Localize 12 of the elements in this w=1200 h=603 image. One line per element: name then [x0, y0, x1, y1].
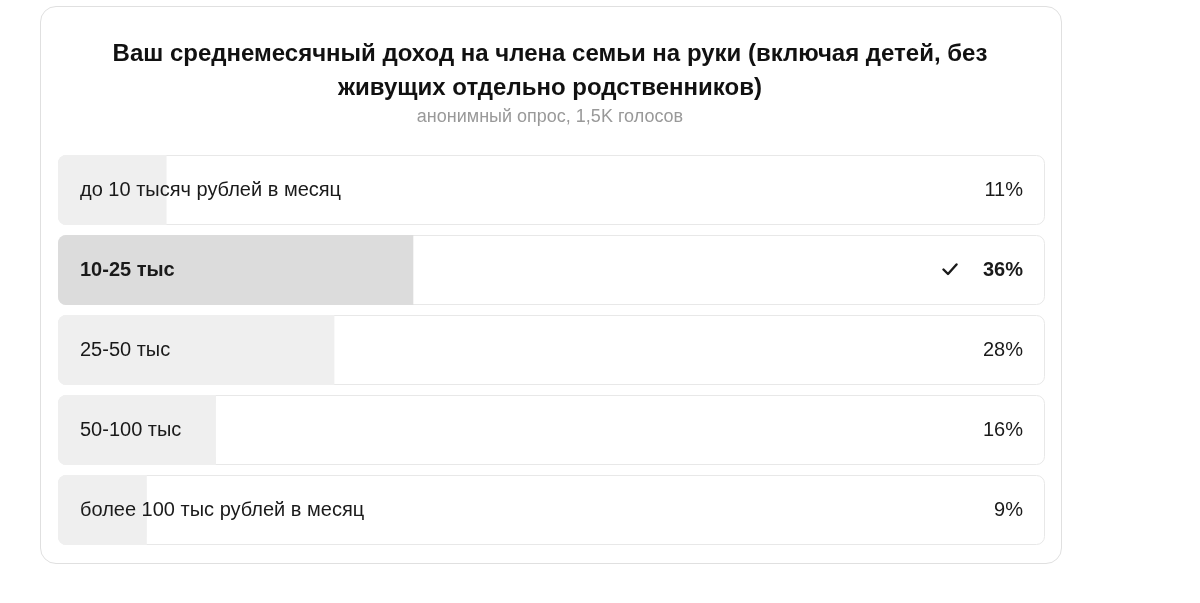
data-label: 9%	[994, 497, 1024, 520]
chart-subtitle: анонимный опрос, 1,5K голосов	[415, 106, 685, 127]
chart-title: Ваш среднемесячный доход на члена семьи на руки (включая детей, без живущих отдельно родственников)	[111, 38, 989, 102]
data-label: 36%	[982, 257, 1024, 280]
data-label: 28%	[982, 337, 1024, 360]
y-tick-label: более 100 тыс рублей в месяц	[80, 497, 365, 520]
y-tick-label: 10-25 тыс	[80, 257, 175, 280]
y-tick-label: 50-100 тыс	[80, 417, 182, 440]
data-label: 16%	[982, 417, 1024, 440]
y-tick-label: до 10 тысяч рублей в месяц	[80, 177, 342, 200]
y-tick-label: 25-50 тыс	[80, 337, 171, 360]
data-label: 11%	[984, 177, 1024, 200]
